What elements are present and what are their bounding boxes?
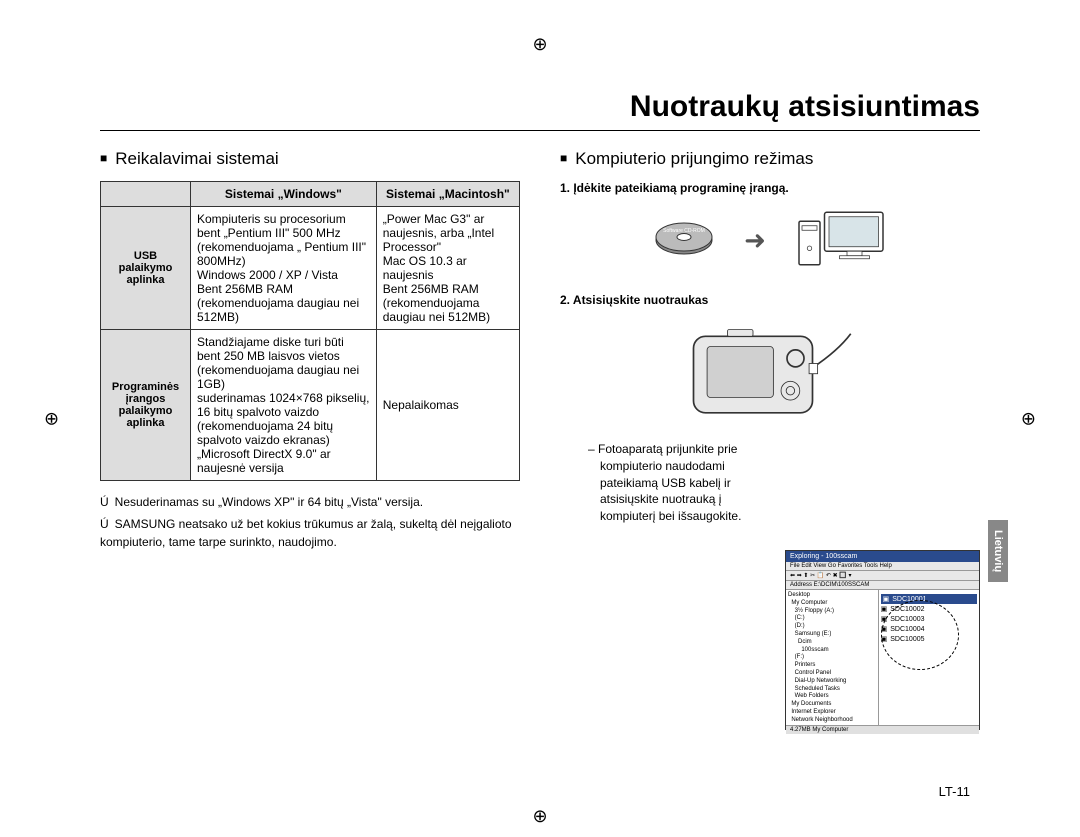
section-requirements: Reikalavimai sistemai [100,149,520,169]
highlight-circle [881,600,959,670]
row-sw-label: Programinės įrangos palaikymo aplinka [101,330,191,481]
illustration-install: Software CD-ROM ➜ [560,205,980,275]
page-title: Nuotraukų atsisiuntimas [100,90,980,131]
row-usb-mac: „Power Mac G3" ar naujesnis, arba „Intel… [376,207,519,330]
footnotes: Nesuderinamas su „Windows XP" ir 64 bitų… [100,493,520,551]
explorer-address: Address E:\DCIM\100SSCAM [786,581,979,590]
row-usb-label: USB palaikymo aplinka [101,207,191,330]
camera-icon [685,317,855,427]
step-1: 1. Įdėkite pateikiamą programinę įrangą. [574,181,980,195]
explorer-files: ▣SDC10001 ▣SDC10002 ▣SDC10003 ▣SDC10004 … [879,590,979,725]
pc-icon [796,205,886,275]
registration-mark-bottom: ⊕ [532,806,547,827]
explorer-tree: Desktop My Computer 3½ Floppy (A:) (C:) … [786,590,879,725]
step-2-text: 2. Atsisiųskite nuotraukas [560,293,708,307]
step-2: 2. Atsisiųskite nuotraukas [574,293,980,307]
substep-connect: Fotoaparatą prijunkite prie kompiuterio … [600,441,770,525]
note-1: Nesuderinamas su „Windows XP" ir 64 bitų… [100,493,520,511]
file-icon: ▣ [883,595,890,603]
explorer-toolbar: ⬅ ➡ ⬆ ✂ 📋 ↶ ✖ 🔲 ▾ [786,571,979,581]
th-windows: Sistemai „Windows" [191,182,377,207]
requirements-table: Sistemai „Windows" Sistemai „Macintosh" … [100,181,520,481]
page-number: LT-11 [939,784,970,799]
note-2: SAMSUNG neatsako už bet kokius trūkumus … [100,515,520,551]
row-sw-win: Standžiajame diske turi būti bent 250 MB… [191,330,377,481]
section-connection: Kompiuterio prijungimo režimas [560,149,980,169]
th-blank [101,182,191,207]
svg-text:Software CD-ROM: Software CD-ROM [663,228,705,234]
row-usb-win: Kompiuteris su procesorium bent „Pentium… [191,207,377,330]
row-sw-mac: Nepalaikomas [376,330,519,481]
file-icon: ▣ [881,605,888,613]
illustration-camera [560,317,980,427]
arrow-icon: ➜ [744,225,766,256]
th-macintosh: Sistemai „Macintosh" [376,182,519,207]
explorer-titlebar: Exploring - 100sscam [786,551,979,562]
step-1-text: 1. Įdėkite pateikiamą programinę įrangą. [560,181,789,195]
explorer-window: Exploring - 100sscam File Edit View Go F… [785,550,980,730]
cd-icon: Software CD-ROM [654,210,714,270]
language-tab: Lietuvių [988,520,1008,582]
explorer-statusbar: 4.27MB My Computer [786,725,979,734]
explorer-menubar: File Edit View Go Favorites Tools Help [786,562,979,571]
